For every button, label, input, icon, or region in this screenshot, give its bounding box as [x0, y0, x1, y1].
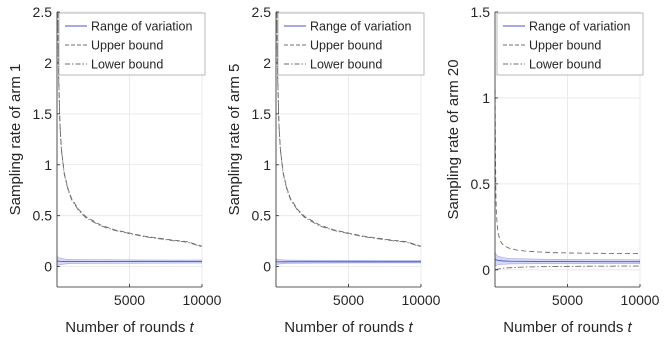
y-tick-label: 0 [263, 259, 271, 275]
y-tick-label: 1 [482, 90, 490, 106]
x-tick-label: 5000 [114, 292, 145, 308]
y-tick-label: 1.5 [33, 106, 53, 122]
y-tick-label: 0.5 [33, 208, 53, 224]
x-tick-label: 5000 [333, 292, 364, 308]
x-axis-label: Number of rounds t [503, 319, 632, 336]
legend-label-3: Lower bound [91, 58, 163, 72]
y-tick-label: 2 [263, 55, 271, 71]
y-tick-label: 2.5 [252, 4, 272, 20]
chart-panel-1: 0 0.5 1 1.5 2 2.5 5000 10000 Number of rounds t S… [7, 4, 222, 336]
legend-label-3: Lower bound [529, 58, 601, 72]
y-axis-label: Sampling rate of arm 1 [7, 64, 24, 216]
chart-panel-3: 0 0.5 1 1.5 5000 10000 Number of rounds t Sampl… [445, 4, 660, 336]
y-tick-label: 1 [44, 157, 52, 173]
legend-label-1: Range of variation [91, 20, 193, 34]
legend-label-2: Upper bound [91, 39, 163, 53]
x-tick-label: 10000 [183, 292, 222, 308]
x-tick-label: 5000 [552, 292, 583, 308]
y-tick-label: 0.5 [471, 176, 491, 192]
y-axis-label: Sampling rate of arm 5 [226, 64, 243, 216]
legend-label-2: Upper bound [310, 39, 382, 53]
y-tick-label: 1.5 [252, 106, 272, 122]
legend-label-3: Lower bound [310, 58, 382, 72]
chart-panel-2: 0 0.5 1 1.5 2 2.5 5000 10000 Number of rounds t S… [226, 4, 441, 336]
x-axis-label: Number of rounds t [284, 319, 413, 336]
legend: Range of variation Upper bound Lower bound [59, 13, 205, 75]
y-tick-label: 1.5 [471, 4, 491, 20]
legend-label-1: Range of variation [310, 20, 412, 34]
legend: Range of variation Upper bound Lower bound [278, 13, 424, 75]
y-tick-label: 0 [482, 262, 490, 278]
x-tick-label: 10000 [621, 292, 660, 308]
legend: Range of variation Upper bound Lower bound [497, 13, 643, 75]
y-axis-label: Sampling rate of arm 20 [445, 59, 462, 219]
y-tick-label: 0 [44, 259, 52, 275]
x-tick-label: 10000 [402, 292, 441, 308]
legend-label-1: Range of variation [529, 20, 631, 34]
y-tick-label: 1 [263, 157, 271, 173]
x-axis-label: Number of rounds t [65, 319, 194, 336]
y-tick-label: 0.5 [252, 208, 272, 224]
legend-label-2: Upper bound [529, 39, 601, 53]
y-tick-label: 2 [44, 55, 52, 71]
y-tick-label: 2.5 [33, 4, 53, 20]
